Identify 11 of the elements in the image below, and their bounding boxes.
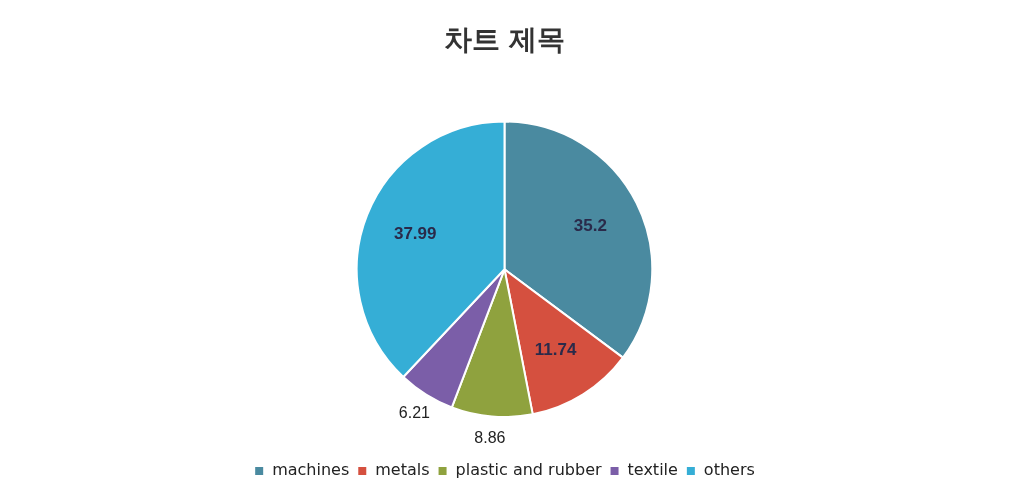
chart-title: 차트 제목 bbox=[443, 23, 566, 57]
data-label: 6.21 bbox=[398, 403, 431, 421]
data-label: 37.99 bbox=[393, 223, 437, 243]
legend-label: machines bbox=[272, 460, 350, 480]
legend-label: plastic and rubber bbox=[455, 460, 602, 480]
data-label: 35.2 bbox=[573, 215, 607, 235]
legend-label: others bbox=[703, 460, 755, 480]
data-label: 11.74 bbox=[534, 340, 577, 360]
data-label: 8.86 bbox=[474, 428, 506, 446]
legend-label: textile bbox=[627, 460, 678, 480]
legend-label: metals bbox=[375, 460, 430, 480]
